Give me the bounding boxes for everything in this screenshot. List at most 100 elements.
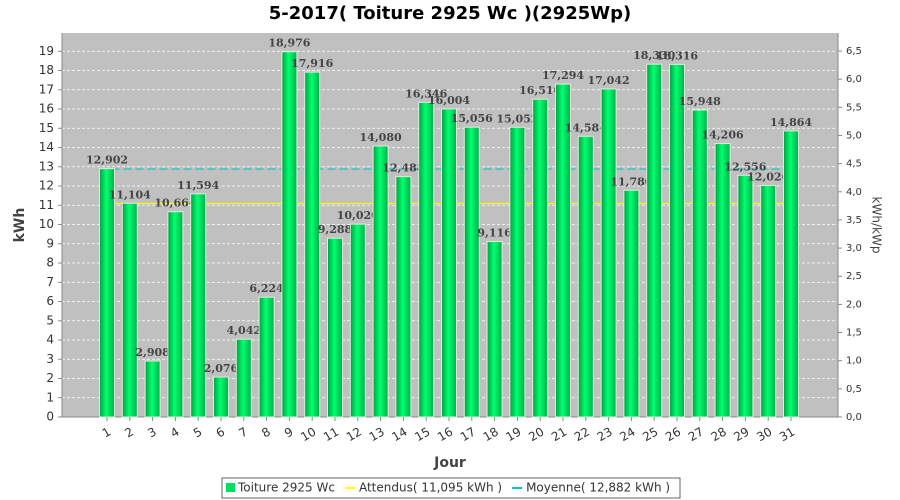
y2-tick-label: 2,5 [846,271,862,282]
bar [532,98,549,418]
value-label: 14,584 [565,121,607,134]
value-label: 15,052 [496,112,538,125]
y-tick-label: 7 [46,275,54,289]
x-axis-label: Jour [433,455,466,471]
x-tick-label: 28 [709,425,729,445]
bar [783,130,799,418]
x-tick-label: 3 [145,425,159,441]
x-tick-label: 8 [259,425,273,441]
bar [327,237,343,418]
y-tick-label: 1 [46,390,54,404]
y-tick-label: 11 [39,198,54,212]
x-tick-label: 20 [526,425,546,445]
y2-tick-label: 3,0 [846,243,862,254]
x-tick-label: 2 [122,425,136,441]
bar [395,176,412,418]
bar [349,223,366,418]
bar [463,126,480,418]
y2-tick-label: 4,5 [846,159,862,170]
y-tick-label: 12 [39,179,54,193]
bar [235,338,252,418]
x-tick-label: 13 [367,425,387,445]
x-tick-label: 17 [458,425,478,445]
x-tick-label: 15 [412,425,432,445]
value-label: 2,908 [135,346,170,359]
bar [737,174,754,418]
value-label: 9,116 [477,227,512,240]
bar [372,145,389,418]
value-label: 12,488 [382,162,424,175]
y-tick-label: 16 [39,102,54,116]
x-tick-label: 9 [282,425,296,441]
bar [441,108,457,418]
bar [509,126,526,418]
value-label: 12,556 [724,160,766,173]
y2-tick-label: 4,0 [846,187,862,198]
y-tick-label: 2 [46,371,54,385]
y-tick-label: 5 [46,313,54,327]
y2-tick-label: 2,0 [846,299,862,310]
value-label: 12,026 [747,171,789,184]
bar [714,143,731,418]
bar [304,71,321,418]
x-tick-label: 26 [663,425,683,445]
value-label: 11,780 [610,175,652,188]
bar [691,109,708,418]
x-tick-label: 18 [481,425,501,445]
x-tick-label: 31 [777,425,797,445]
value-label: 15,948 [679,95,721,108]
x-tick-label: 25 [640,425,660,445]
value-label: 10,664 [154,197,196,210]
x-tick-label: 21 [549,425,569,445]
y-tick-label: 8 [46,256,54,270]
x-tick-label: 12 [344,425,364,445]
value-label: 18,976 [268,37,310,50]
x-tick-label: 27 [686,425,706,445]
y-tick-label: 4 [46,333,54,347]
legend-swatch [226,483,235,492]
value-label: 4,042 [227,324,261,337]
value-label: 17,042 [588,74,630,87]
value-label: 18,316 [656,49,698,62]
x-tick-label: 29 [731,425,751,445]
y-tick-label: 0 [46,410,54,424]
y2-tick-label: 5,0 [846,130,862,141]
x-tick-label: 30 [754,425,774,445]
y2-tick-label: 3,5 [846,215,862,226]
y-tick-label: 19 [39,44,54,58]
x-tick-label: 19 [503,425,523,445]
x-tick-label: 24 [617,425,637,445]
value-label: 11,594 [177,179,219,192]
x-tick-label: 14 [389,425,409,445]
y-tick-label: 14 [39,140,54,154]
y2-tick-label: 0,5 [846,384,862,395]
bar [144,360,161,418]
y2-tick-label: 6,5 [846,46,862,57]
y-tick-label: 3 [46,352,54,366]
x-tick-label: 10 [298,425,318,445]
x-tick-label: 16 [435,425,455,445]
y2-axis-label: kWh/kWp [870,197,884,254]
bar [669,63,685,418]
chart-title: 5-2017( Toiture 2925 Wc )(2925Wp) [269,3,631,24]
bar [190,193,207,418]
y2-tick-label: 0,0 [846,412,862,423]
bar [167,211,184,418]
x-tick-label: 23 [595,425,615,445]
y2-tick-label: 1,0 [846,356,862,367]
x-tick-label: 4 [168,425,182,441]
y-tick-label: 15 [39,121,54,135]
x-tick-label: 1 [100,425,114,441]
y-tick-label: 6 [46,294,54,308]
y-axis-label: kWh [12,208,28,243]
x-tick-label: 11 [321,425,341,445]
value-label: 10,020 [337,209,379,222]
y2-tick-label: 5,5 [846,102,862,113]
value-label: 17,294 [542,69,584,82]
bar [577,135,594,418]
value-label: 14,864 [770,116,812,129]
value-label: 17,916 [291,57,333,70]
bar [281,51,298,418]
bar [646,63,663,418]
